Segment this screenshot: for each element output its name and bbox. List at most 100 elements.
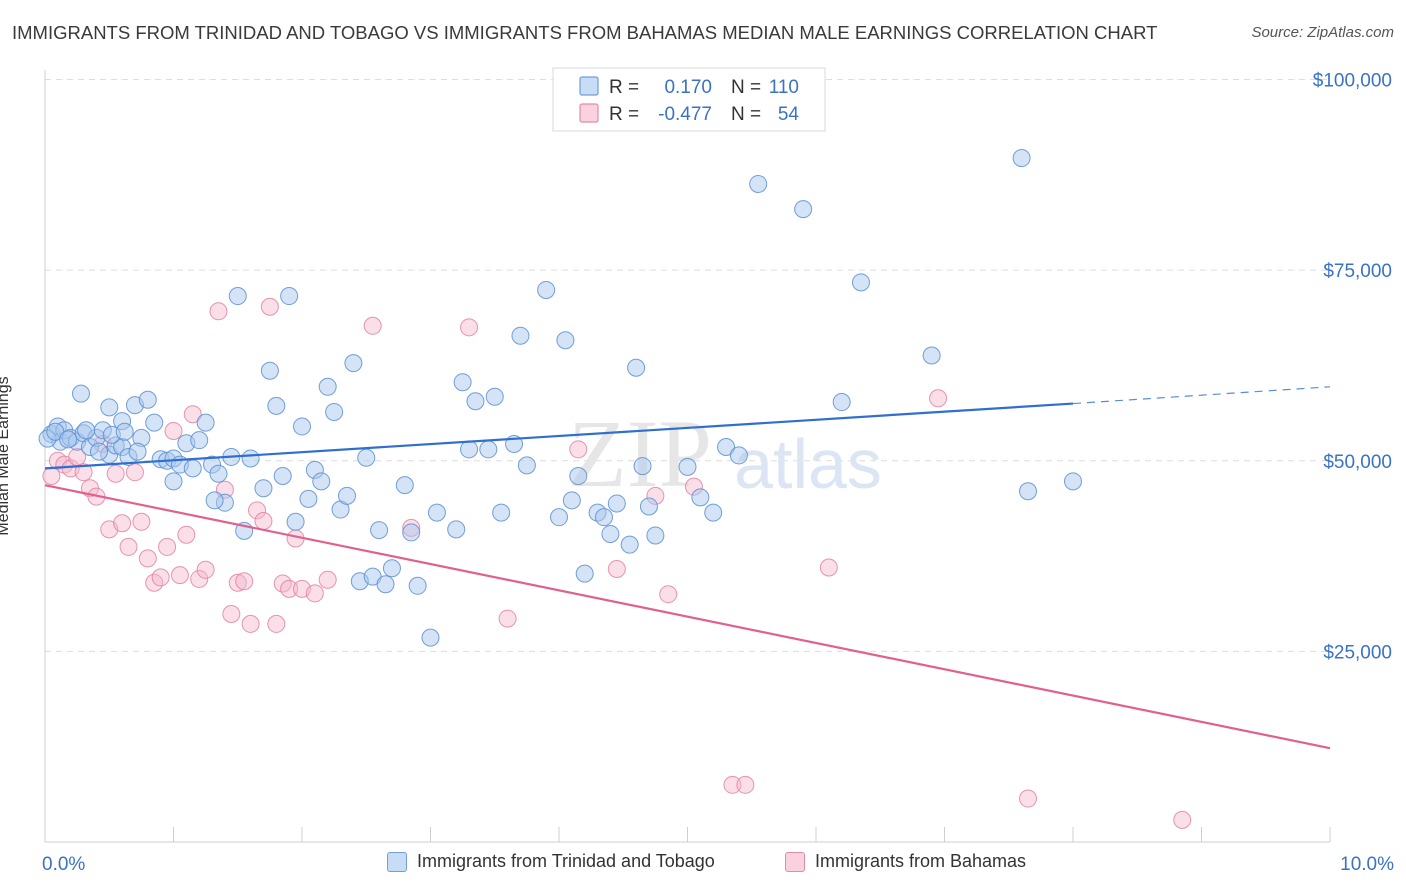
point-trinidad <box>607 494 626 513</box>
trend-lines <box>44 386 1331 750</box>
point-trinidad <box>601 524 620 543</box>
legend-r-label-blue: R = <box>609 77 639 98</box>
point-bahamas <box>235 572 254 591</box>
point-trinidad <box>678 457 697 476</box>
trend-line-trinidad-extension <box>1072 386 1331 405</box>
series-legend: Immigrants from Trinidad and Tobago Immi… <box>0 851 1406 879</box>
point-trinidad <box>100 398 119 417</box>
point-trinidad <box>344 354 363 373</box>
point-trinidad <box>421 628 440 647</box>
point-trinidad <box>286 512 305 531</box>
point-trinidad <box>312 472 331 491</box>
y-tick-label-2: $75,000 <box>1323 261 1392 282</box>
point-trinidad <box>550 508 568 527</box>
series-bahamas-points <box>42 297 1192 829</box>
point-bahamas <box>228 573 247 592</box>
point-trinidad <box>164 472 183 491</box>
point-bahamas <box>177 525 196 544</box>
point-trinidad <box>633 457 652 476</box>
legend-r-value-blue: 0.170 <box>664 77 712 98</box>
point-bahamas <box>170 566 189 585</box>
point-bahamas <box>659 585 678 604</box>
point-trinidad <box>183 459 202 478</box>
point-bahamas <box>190 569 209 588</box>
point-bahamas <box>222 605 241 624</box>
point-trinidad <box>447 520 466 539</box>
point-trinidad <box>408 576 427 595</box>
point-bahamas <box>305 584 324 603</box>
point-bahamas <box>183 405 202 424</box>
legend-item-trinidad: Immigrants from Trinidad and Tobago <box>387 851 715 872</box>
point-trinidad <box>794 200 813 219</box>
point-trinidad <box>77 421 96 440</box>
point-trinidad <box>627 358 646 377</box>
point-bahamas <box>209 302 228 321</box>
point-trinidad <box>241 449 260 468</box>
point-bahamas <box>260 297 279 316</box>
point-bahamas <box>1173 810 1192 829</box>
point-bahamas <box>158 537 177 556</box>
point-bahamas <box>113 514 132 533</box>
trend-line-bahamas <box>44 484 1331 750</box>
point-bahamas <box>106 464 125 483</box>
point-bahamas <box>119 537 138 556</box>
point-trinidad <box>717 438 736 457</box>
point-trinidad <box>569 467 588 485</box>
point-trinidad <box>427 503 446 522</box>
axes <box>44 70 1331 843</box>
point-trinidad <box>370 521 389 540</box>
point-trinidad <box>646 526 665 545</box>
point-bahamas <box>819 558 838 577</box>
point-trinidad <box>479 440 498 459</box>
point-bahamas <box>569 440 588 459</box>
grid-lines <box>45 79 1330 652</box>
point-bahamas <box>723 775 742 794</box>
tick-labels: $25,000 $50,000 $75,000 $100,000 0.0% 10.0% <box>42 71 1394 876</box>
point-trinidad <box>115 422 134 441</box>
point-trinidad <box>260 361 279 380</box>
point-trinidad <box>453 373 472 392</box>
point-bahamas <box>254 511 273 530</box>
point-trinidad <box>59 430 78 449</box>
point-bahamas <box>607 560 626 579</box>
point-bahamas <box>318 570 337 589</box>
legend-r-label-pink: R = <box>609 104 639 125</box>
y-tick-label-0: $25,000 <box>1323 642 1392 663</box>
point-bahamas <box>241 614 260 633</box>
chart-title: IMMIGRANTS FROM TRINIDAD AND TOBAGO VS I… <box>12 22 1158 43</box>
point-trinidad <box>851 273 870 292</box>
point-trinidad <box>594 508 613 527</box>
point-bahamas <box>125 463 144 482</box>
point-bahamas <box>498 609 517 628</box>
legend-item-bahamas: Immigrants from Bahamas <box>785 851 1026 872</box>
point-trinidad <box>1064 472 1082 491</box>
point-trinidad <box>138 390 157 409</box>
point-trinidad <box>280 287 299 306</box>
point-trinidad <box>293 417 311 436</box>
trend-line-trinidad <box>44 402 1074 470</box>
point-trinidad <box>691 488 710 507</box>
watermark: ZIP atlas <box>568 400 882 507</box>
point-bahamas <box>248 501 267 520</box>
point-trinidad <box>376 575 395 594</box>
point-trinidad <box>511 326 530 345</box>
point-trinidad <box>128 442 147 461</box>
point-trinidad <box>562 491 581 510</box>
point-bahamas <box>1019 789 1038 808</box>
point-trinidad <box>922 346 941 365</box>
point-trinidad <box>556 331 575 350</box>
legend-swatch-trinidad <box>387 851 407 872</box>
point-bahamas <box>929 389 948 408</box>
point-trinidad <box>254 479 273 498</box>
point-trinidad <box>537 280 556 299</box>
point-trinidad <box>228 287 247 306</box>
point-trinidad <box>749 174 768 193</box>
legend-label-trinidad: Immigrants from Trinidad and Tobago <box>417 851 715 871</box>
point-trinidad <box>729 446 748 465</box>
point-trinidad <box>209 464 228 483</box>
point-bahamas <box>138 549 157 568</box>
legend-r-value-pink: -0.477 <box>658 104 712 125</box>
point-bahamas <box>363 316 382 335</box>
legend-n-label-pink: N = <box>731 104 761 125</box>
point-trinidad <box>575 564 594 583</box>
